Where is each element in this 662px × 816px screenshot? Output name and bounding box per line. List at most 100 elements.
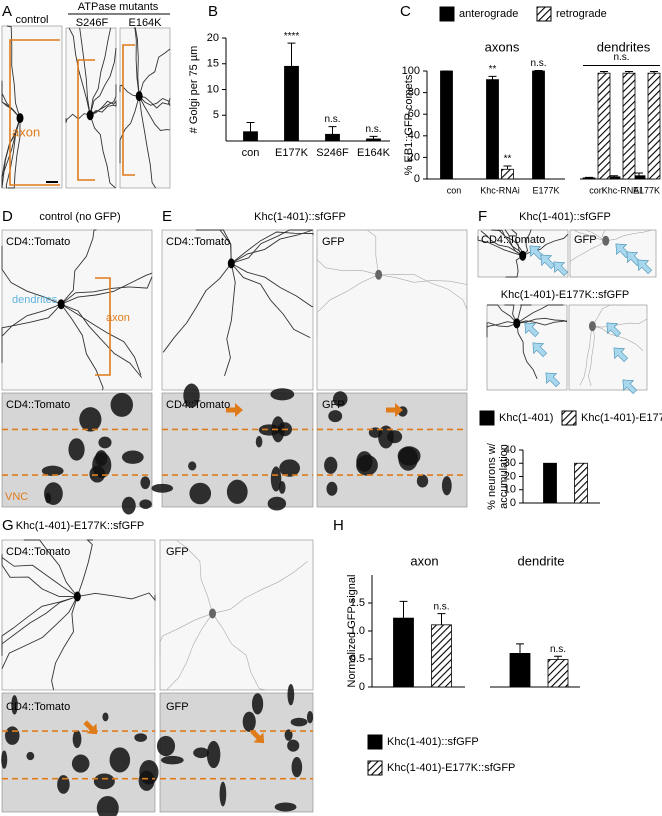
axon-bracket (95, 277, 111, 376)
image-label: GFP (322, 236, 345, 248)
cell (290, 717, 308, 727)
image-title: ATPase mutants (78, 1, 159, 13)
legend-label: Khc(1-401)-E177K::sfGFP (387, 762, 515, 774)
neurite (378, 274, 468, 285)
arrow (532, 342, 548, 358)
bar (543, 462, 557, 504)
cell (140, 476, 151, 490)
neurite (212, 613, 267, 691)
bar (243, 131, 258, 142)
neurite (1, 596, 78, 648)
x-tick-label: E177K (275, 147, 309, 159)
arrow-shape (226, 403, 243, 417)
cell (121, 450, 144, 464)
error-bar (554, 655, 562, 660)
soma (16, 113, 24, 124)
panel-title: control (no GFP) (39, 211, 120, 223)
panel-title: Khc(1-401)::sfGFP (519, 211, 611, 223)
bar (325, 133, 340, 142)
image-label: CD4::Tomato (166, 236, 230, 248)
error-bar (585, 176, 593, 178)
bar (574, 462, 588, 504)
arrow (622, 379, 638, 395)
neurite (378, 273, 468, 310)
error-bar (635, 172, 643, 176)
significance: ** (504, 154, 512, 165)
panel-label: G (2, 517, 14, 534)
neurite (6, 25, 21, 119)
cell (5, 726, 20, 745)
legend-swatch (439, 6, 455, 22)
y-tick-label: 0.5 (350, 653, 365, 665)
bar (486, 79, 499, 180)
neurite (138, 95, 171, 107)
neurite (159, 613, 213, 658)
micrograph (569, 229, 657, 278)
error-bar (610, 175, 618, 177)
neurite (60, 303, 104, 391)
neurite (224, 263, 236, 377)
soma (209, 608, 217, 619)
image-title: S246F (76, 17, 109, 29)
cell (278, 481, 286, 494)
cell (328, 410, 343, 423)
neurite (60, 303, 143, 378)
neurite (487, 304, 518, 324)
neurite (65, 113, 91, 123)
cell (79, 407, 102, 432)
micrographs (1, 25, 657, 816)
neurite (504, 304, 518, 324)
bar (509, 653, 531, 688)
y-tick-label: 0 (359, 681, 365, 693)
bar (582, 177, 596, 180)
neurite (522, 229, 532, 257)
arrow (540, 254, 556, 270)
soma (73, 591, 81, 602)
soma (513, 318, 521, 329)
cell (324, 456, 338, 474)
cell (96, 795, 119, 816)
cell (139, 499, 152, 509)
soma (375, 269, 383, 280)
image-label: CD4::Tomato (6, 546, 70, 558)
significance: n.s. (433, 601, 449, 612)
group-title: axon (410, 553, 438, 568)
panel-label: C (400, 3, 411, 20)
neurite (230, 263, 311, 339)
neurite (134, 27, 140, 97)
neurite (592, 325, 644, 351)
cell (270, 466, 282, 492)
y-tick-label: 100 (402, 65, 420, 77)
cell (26, 751, 35, 761)
y-tick-label: 60 (408, 108, 420, 120)
panel-title: Khc(1-401)::sfGFP (254, 211, 346, 223)
significance: n.s. (530, 58, 546, 69)
bracket-label: n.s. (613, 52, 629, 63)
y-tick-label: 0 (510, 497, 516, 509)
neurite (76, 539, 93, 597)
neurite (601, 229, 616, 241)
soma (519, 250, 527, 261)
cell (258, 424, 281, 436)
neurite (486, 322, 517, 328)
cell (93, 773, 115, 790)
bar (547, 659, 569, 688)
neurite (231, 231, 314, 264)
neurite (162, 263, 232, 353)
arrow-shape (386, 403, 403, 417)
neurite (231, 229, 314, 264)
arrow-shape (524, 322, 540, 338)
neurite (51, 596, 78, 691)
arrow (637, 259, 653, 275)
error-bar (399, 600, 408, 619)
y-tick-label: 5 (213, 109, 219, 121)
soma (602, 235, 610, 246)
neurite (1, 303, 62, 363)
image-label: CD4::Tomato (6, 701, 70, 713)
cell (188, 461, 197, 471)
soma (57, 299, 65, 310)
micrograph (568, 304, 648, 391)
bar (597, 72, 611, 180)
neurite (516, 323, 538, 379)
neurite (1, 117, 21, 188)
